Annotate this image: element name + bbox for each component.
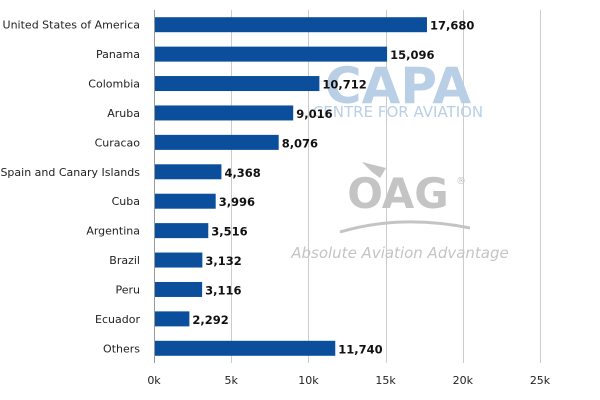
bar (155, 340, 336, 356)
category-label: Others (103, 342, 140, 355)
bar (155, 76, 320, 92)
oag-underline-swoosh (339, 220, 471, 234)
value-labels: 17,680 15,096 10,712 9,016 8,076 4,368 3,996 3,… (192, 19, 474, 357)
bar (155, 134, 279, 150)
bars-group (155, 17, 427, 356)
category-label: Colombia (88, 78, 140, 91)
bar (155, 164, 222, 180)
oag-logo-watermark: OAG (347, 169, 449, 218)
bar (155, 193, 216, 209)
bar (155, 311, 190, 327)
data-label: 4,368 (224, 166, 260, 180)
category-label: Curacao (95, 136, 141, 149)
x-tick-label: 20k (453, 374, 474, 387)
bar (155, 46, 388, 62)
data-label: 9,016 (296, 107, 332, 121)
data-label: 17,680 (430, 19, 474, 33)
data-label: 10,712 (322, 78, 366, 92)
watermark-group: CAPA CENTRE FOR AVIATION OAG ® Absolute … (290, 57, 509, 262)
data-label: 2,292 (192, 313, 228, 327)
capa-logo-watermark: CAPA (325, 57, 471, 115)
category-label: Spain and Canary Islands (0, 166, 140, 179)
bar (155, 252, 203, 268)
oag-tagline-watermark: Absolute Aviation Advantage (290, 244, 509, 262)
category-label: Panama (96, 48, 140, 61)
category-label: Brazil (109, 254, 140, 267)
category-label: Argentina (86, 225, 140, 238)
category-label: Ecuador (95, 313, 140, 326)
oag-registered-mark: ® (456, 176, 466, 187)
grid-lines (154, 10, 541, 363)
capa-subtitle-watermark: CENTRE FOR AVIATION (313, 103, 483, 121)
bar (155, 17, 427, 33)
category-label: Cuba (112, 195, 140, 208)
x-tick-label: 10k (298, 374, 319, 387)
bar (155, 105, 294, 121)
x-axis-tick-labels: 0k 5k 10k 15k 20k 25k (147, 374, 550, 387)
data-label: 11,740 (338, 342, 382, 356)
category-label: Peru (115, 283, 140, 296)
x-tick-label: 15k (375, 374, 396, 387)
bar (155, 281, 203, 297)
x-tick-label: 0k (147, 374, 161, 387)
category-label: Aruba (107, 107, 140, 120)
x-tick-label: 25k (530, 374, 551, 387)
data-label: 3,116 (205, 283, 241, 297)
data-label: 3,516 (211, 225, 247, 239)
oag-swoosh-icon (362, 162, 386, 178)
category-labels: United States of America Panama Colombia Ar… (0, 19, 140, 356)
data-label: 15,096 (390, 48, 434, 62)
x-tick-label: 5k (225, 374, 239, 387)
bar (155, 223, 209, 239)
category-label: United States of America (3, 19, 140, 32)
data-label: 3,132 (205, 254, 241, 268)
data-label: 8,076 (282, 136, 318, 150)
data-label: 3,996 (219, 195, 255, 209)
